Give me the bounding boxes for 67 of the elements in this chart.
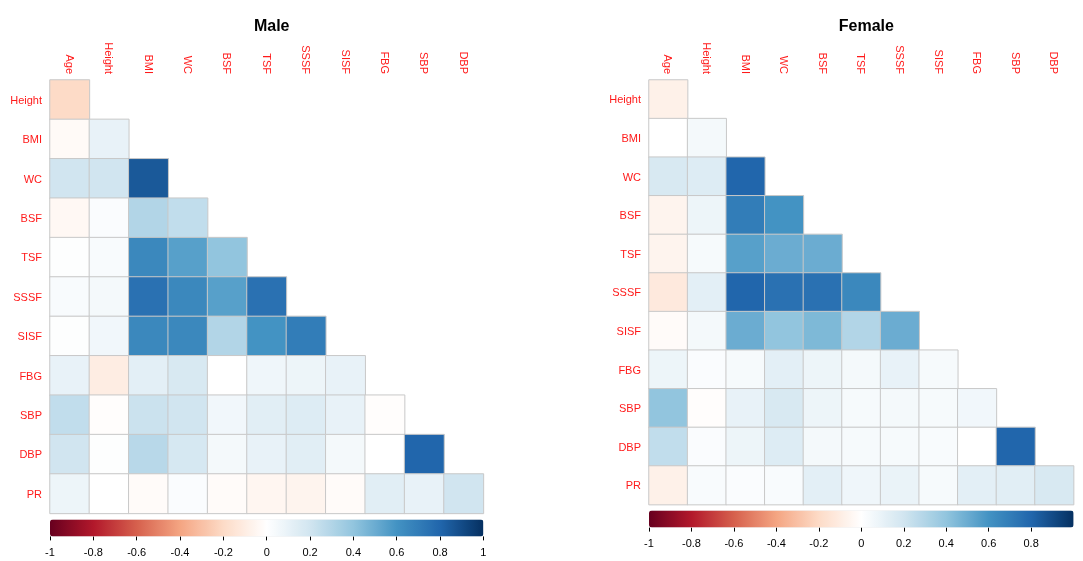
y-tick-label: FBG — [19, 369, 42, 382]
y-tick-label: SISF — [17, 330, 43, 343]
color-bar-label: 0.4 — [345, 545, 362, 558]
color-bar-label: 1 — [480, 545, 487, 558]
color-bar-label: -0.8 — [83, 545, 103, 558]
y-tick-label: SSSF — [612, 286, 642, 299]
x-tick-label: Age — [662, 54, 675, 74]
y-tick-label: BMI — [22, 133, 42, 146]
y-tick-label: SBP — [618, 402, 641, 415]
color-bar-label: 0.4 — [938, 537, 954, 550]
chart-title: Male — [253, 16, 290, 34]
color-bar-label: 0 — [858, 537, 865, 550]
color-bar-label: 0 — [263, 545, 270, 558]
x-tick-label: WC — [181, 55, 194, 75]
x-tick-label: DBP — [1048, 51, 1061, 74]
y-tick-label: BMI — [621, 131, 641, 144]
y-tick-label: WC — [622, 170, 642, 183]
color-bar-label: -1 — [45, 545, 55, 558]
y-tick-label: WC — [23, 172, 43, 185]
color-bar-label: -0.2 — [809, 537, 829, 550]
x-tick-label: SISF — [932, 49, 945, 75]
x-tick-label: Height — [700, 42, 713, 74]
x-tick-label: DBP — [457, 51, 470, 74]
color-bar-label: 0.6 — [389, 545, 405, 558]
x-tick-label: Age — [63, 54, 76, 74]
x-tick-label: TSF — [855, 53, 868, 75]
color-bar-label: 0.6 — [981, 537, 997, 550]
color-bar-label: -0.6 — [724, 537, 744, 550]
color-bar-label: -0.8 — [681, 537, 701, 550]
color-bar-label: 0.2 — [896, 537, 912, 550]
y-tick-label: SSSF — [13, 290, 43, 303]
x-tick-label: BMI — [739, 54, 752, 74]
y-tick-label: SISF — [616, 324, 642, 337]
x-tick-label: BMI — [142, 54, 155, 74]
color-bar-label: 0.2 — [302, 545, 318, 558]
x-tick-label: TSF — [260, 53, 273, 75]
y-tick-label: PR — [625, 479, 642, 492]
x-tick-label: BSF — [221, 52, 234, 75]
color-bar-label: -1 — [644, 537, 654, 550]
y-tick-label: FBG — [618, 363, 641, 376]
y-tick-label: BSF — [619, 209, 642, 222]
color-bar-label: -0.4 — [766, 537, 786, 550]
x-tick-label: BSF — [816, 52, 829, 75]
color-bar-label: -0.4 — [170, 545, 190, 558]
y-tick-label: Height — [10, 93, 42, 106]
x-tick-label: SSSF — [300, 45, 313, 75]
x-tick-label: FBG — [971, 51, 984, 74]
y-tick-label: BSF — [20, 211, 43, 224]
y-tick-label: DBP — [618, 440, 641, 453]
color-bar-label: 0.8 — [1023, 537, 1039, 550]
chart-title: Female — [838, 16, 894, 34]
y-tick-label: PR — [26, 487, 43, 500]
color-bar-label: 0.8 — [432, 545, 448, 558]
color-bar-label: -0.6 — [127, 545, 147, 558]
color-bar-label: -0.2 — [213, 545, 233, 558]
y-tick-label: Height — [609, 93, 641, 106]
y-tick-label: DBP — [19, 448, 42, 461]
x-tick-label: SISF — [339, 49, 352, 75]
x-tick-label: SBP — [1009, 51, 1022, 74]
x-tick-label: FBG — [378, 51, 391, 74]
y-tick-label: TSF — [620, 247, 642, 260]
x-tick-label: SSSF — [893, 45, 906, 75]
y-tick-label: TSF — [21, 251, 43, 264]
x-tick-label: SBP — [418, 51, 431, 74]
x-tick-label: Height — [103, 42, 116, 74]
y-tick-label: SBP — [19, 408, 42, 421]
x-tick-label: WC — [778, 55, 791, 75]
